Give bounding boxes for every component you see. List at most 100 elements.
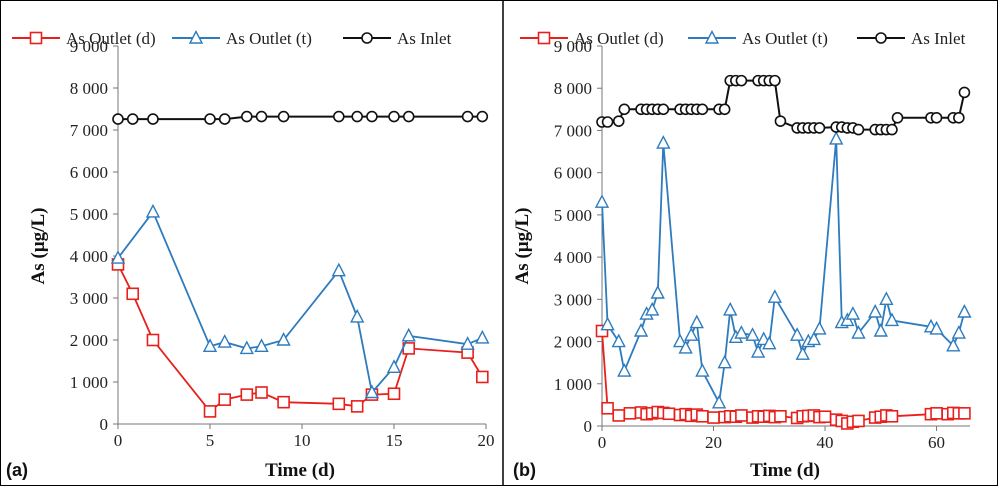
data-point [718,103,731,116]
data-point [762,335,777,350]
data-point [388,110,400,123]
y-tick-label-a: 7 000 [70,121,108,140]
data-point [695,363,710,377]
data-point [774,115,787,127]
y-tick-label-b: 2 000 [554,333,592,352]
x-tick-label-b: 0 [598,433,607,452]
series-b-2 [596,74,971,136]
data-point [112,113,124,125]
x-tick-label-a: 5 [206,431,215,450]
legend-label: As Inlet [911,29,966,48]
data-point [600,316,615,331]
plot-area-a [110,110,490,418]
data-point [711,394,727,409]
y-tick-label-a: 8 000 [70,79,108,98]
data-point [656,135,671,149]
data-point [645,301,660,316]
data-point [218,113,231,125]
data-point [795,346,810,360]
data-point [684,327,699,341]
data-point [696,103,709,116]
data-point [203,405,217,418]
x-tick-label-a: 10 [294,431,311,450]
series-line [118,115,483,121]
data-point [460,336,475,350]
legend-item: As Outlet (t) [688,29,828,48]
data-point [255,110,268,123]
data-point [202,338,218,352]
data-point [617,363,632,377]
axes-a: 0 1 000 2 000 3 000 4 000 5 000 6 000 7 000 8 00… [70,37,495,450]
data-point [885,409,899,423]
data-point [351,110,364,123]
data-point [601,401,614,415]
data-point [218,393,232,406]
data-point [254,338,269,352]
legend-marker [537,31,551,45]
series-a-0 [111,258,489,418]
data-point [879,291,894,306]
data-point [745,327,760,341]
data-point [818,410,832,424]
data-point [366,110,378,123]
data-point [657,103,670,116]
legend-label: As Outlet (d) [574,29,664,48]
data-point [806,331,822,346]
data-point [277,110,290,123]
data-point [277,395,290,409]
data-point [595,324,609,338]
y-tick-label-b: 6 000 [554,164,592,183]
legend-a: As Outlet (d) As Outlet (t) As Inlet [12,29,452,48]
data-point [852,123,865,136]
data-point [767,289,783,303]
data-point [717,354,732,369]
data-point [276,331,291,346]
legend-label: As Inlet [397,29,452,48]
data-point [813,122,826,134]
data-point [612,409,626,422]
chart-panel-a: As Outlet (d) As Outlet (t) As Inlet As (µ… [6,29,495,481]
data-point [623,407,637,420]
data-point [873,322,888,337]
legend-marker [361,32,373,44]
legend-item: As Outlet (t) [172,29,312,48]
data-point [146,333,160,347]
data-point [601,116,614,128]
data-point [147,113,159,125]
data-point [476,370,489,384]
legend-label: As Outlet (t) [226,29,312,48]
data-point [689,314,704,329]
y-tick-label-a: 2 000 [70,331,108,350]
panel-label-a: (a) [6,460,28,480]
data-point [829,130,844,145]
data-point [145,203,161,218]
legend-label: As Outlet (d) [66,29,156,48]
legend-item: As Inlet [343,29,452,48]
data-point [891,111,904,124]
data-point [126,287,140,301]
data-point [735,409,748,422]
data-point [851,325,866,339]
data-point [387,387,401,401]
data-point [239,340,254,355]
y-tick-label-b: 8 000 [554,79,592,98]
legend-marker [704,29,720,44]
data-point [678,339,693,354]
data-point [930,407,943,420]
legend-marker [188,29,204,44]
data-point [852,414,865,428]
y-tick-label-b: 3 000 [554,290,592,309]
x-axis-label-a: Time (d) [265,460,335,481]
data-point [255,386,268,399]
x-axis-label-b: Time (d) [750,460,820,481]
y-tick-label-a: 5 000 [70,205,108,224]
data-point [958,407,971,420]
y-tick-label-a: 0 [100,415,109,434]
data-point [750,344,766,358]
chart-panel-b: As Outlet (d) As Outlet (t) As Inlet As (µ… [512,29,972,481]
data-point [612,115,625,127]
data-point [204,113,216,125]
x-tick-label-a: 20 [478,431,495,450]
data-point [946,337,961,352]
legend-b: As Outlet (d) As Outlet (t) As Inlet [520,29,966,48]
